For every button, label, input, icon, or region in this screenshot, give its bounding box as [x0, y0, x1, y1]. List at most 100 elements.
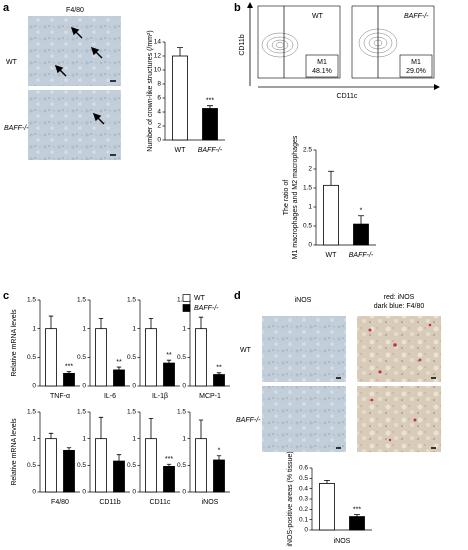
- y-tick-label: 1: [132, 325, 136, 332]
- bar: [45, 438, 57, 493]
- y-axis-label: iNOS-positive areas (% tissue): [287, 451, 294, 546]
- y-axis-label: Relative mRNA levels: [11, 309, 18, 377]
- x-tick-label: TNF-α: [50, 393, 70, 400]
- gate-name: M1: [411, 59, 421, 66]
- bar: [163, 362, 175, 387]
- bar: [319, 483, 335, 531]
- bar: [113, 369, 125, 387]
- bar: [63, 372, 75, 387]
- error-bar: [198, 419, 204, 439]
- significance: **: [216, 365, 222, 372]
- panel-label: d: [234, 290, 241, 302]
- y-axis-label: Number of crown-like structures (/mm²): [147, 30, 154, 151]
- bar: [145, 328, 157, 387]
- error-bar: [216, 455, 222, 460]
- y-tick-label: 4: [157, 109, 161, 116]
- panel-label: a: [3, 2, 10, 14]
- stain-spots: [368, 323, 432, 442]
- y-tick-label: 8: [157, 81, 161, 88]
- y-axis-label: The ratio of: [283, 180, 290, 215]
- x-tick-label: BAFF-/-: [198, 147, 223, 154]
- bar: [163, 465, 175, 493]
- error-bar: [324, 480, 330, 484]
- row-label: BAFF-/-: [4, 125, 29, 132]
- error-bar: [207, 105, 213, 109]
- error-bar: [116, 366, 122, 370]
- panel-label: c: [3, 290, 9, 302]
- legend-label: BAFF-/-: [194, 305, 219, 312]
- x-tick-label: IL-1β: [152, 393, 168, 400]
- significance: **: [166, 352, 172, 359]
- y-tick-label: 0.1: [299, 516, 308, 523]
- error-bar: [116, 454, 122, 462]
- error-bar: [166, 463, 172, 467]
- y-tick-label: 0.5: [77, 462, 86, 469]
- error-bar: [148, 317, 154, 329]
- micrograph: [262, 386, 346, 452]
- y-tick-label: 6: [157, 95, 161, 102]
- bar: [202, 108, 218, 141]
- x-tick-label: WT: [326, 252, 338, 259]
- significance: **: [116, 359, 122, 366]
- y-tick-label: 2: [157, 123, 161, 130]
- legend-label: WT: [194, 295, 206, 302]
- y-tick-label: 0: [32, 383, 36, 390]
- y-tick-label: 2: [308, 166, 312, 173]
- significance: *: [360, 208, 363, 215]
- error-bar: [48, 315, 54, 329]
- legend-swatch: [182, 294, 191, 302]
- bar: [172, 55, 188, 141]
- row-label: WT: [6, 59, 18, 66]
- x-axis-label: iNOS: [334, 538, 351, 545]
- bar: [323, 184, 339, 246]
- y-tick-label: 1.5: [127, 297, 136, 304]
- error-bar: [148, 418, 154, 439]
- bar: [195, 328, 207, 387]
- y-tick-label: 1: [132, 435, 136, 442]
- row-label: BAFF-/-: [236, 417, 261, 424]
- y-tick-label: 1: [82, 325, 86, 332]
- panel-label: b: [234, 2, 241, 14]
- y-tick-label: 0.3: [299, 496, 308, 503]
- gate-percent: 29.0%: [406, 68, 426, 75]
- error-bar: [98, 317, 104, 329]
- y-tick-label: 0: [82, 383, 86, 390]
- flow-plots: [247, 2, 440, 90]
- x-tick-label: F4/80: [51, 499, 69, 506]
- micrograph: [357, 386, 441, 452]
- arrows: [54, 26, 105, 125]
- x-tick-label: BAFF-/-: [349, 252, 374, 259]
- error-bar: [98, 416, 104, 439]
- micrograph: [28, 16, 121, 86]
- y-tick-label: 1: [182, 325, 186, 332]
- y-tick-label: 0: [132, 489, 136, 496]
- y-tick-label: 1.5: [27, 409, 36, 416]
- x-tick-label: WT: [175, 147, 187, 154]
- scale-bars: [336, 377, 436, 449]
- error-bar: [48, 432, 54, 439]
- error-bar: [66, 371, 72, 374]
- y-tick-label: 14: [154, 39, 162, 46]
- y-tick-label: 0.4: [299, 485, 308, 492]
- y-tick-label: 0.5: [27, 462, 36, 469]
- y-tick-label: 1.5: [177, 409, 186, 416]
- y-tick-label: 0.5: [77, 354, 86, 361]
- y-tick-label: 1: [32, 325, 36, 332]
- micrograph-title: dark blue: F4/80: [374, 303, 425, 310]
- y-tick-label: 1: [32, 435, 36, 442]
- y-tick-label: 0.5: [127, 462, 136, 469]
- y-axis-label: M1 macrophages and M2 macrophages: [292, 135, 299, 259]
- bar: [95, 328, 107, 387]
- bar: [95, 438, 107, 493]
- y-tick-label: 0.5: [27, 354, 36, 361]
- bar: [63, 449, 75, 493]
- significance: ***: [206, 98, 214, 105]
- error-bar: [354, 514, 360, 517]
- bar: [353, 223, 369, 246]
- significance: ***: [65, 364, 73, 371]
- bar: [213, 374, 225, 387]
- y-tick-label: 0.5: [303, 223, 312, 230]
- significance: *: [218, 448, 221, 455]
- y-tick-label: 1: [308, 204, 312, 211]
